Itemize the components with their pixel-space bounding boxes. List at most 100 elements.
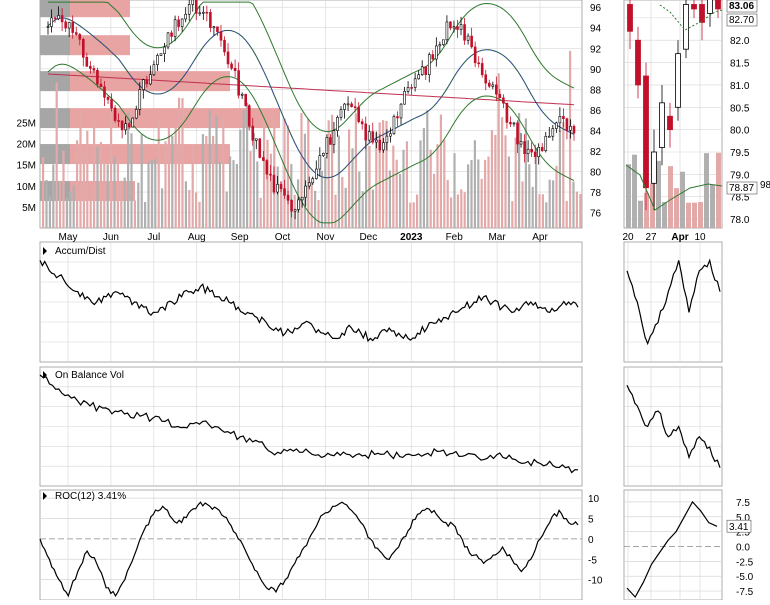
zoom-volume-bar	[668, 166, 673, 228]
zoom-volume-bar	[632, 154, 637, 228]
volume-bar	[266, 139, 269, 228]
candle-body	[290, 199, 293, 212]
volume-bar	[324, 156, 327, 228]
month-tick-label: Oct	[275, 232, 291, 243]
zoom-roc-tick-label: -5.0	[736, 572, 754, 583]
zoom-roc-tick-label: 7.5	[736, 498, 750, 509]
volume-bar	[341, 177, 344, 228]
candle-body	[286, 194, 290, 201]
volume-bar	[99, 142, 102, 228]
candle-body	[262, 157, 265, 161]
volume-bar	[344, 187, 347, 228]
volume-bar	[371, 189, 374, 228]
month-tick-label: Dec	[359, 232, 377, 243]
candle-body	[555, 122, 558, 129]
zoom-volume-bar	[638, 200, 643, 228]
volume-bar	[337, 135, 340, 228]
volume-bar	[86, 130, 89, 228]
volume-bar	[59, 180, 62, 228]
candle-body	[311, 178, 315, 184]
candle-body	[512, 122, 516, 125]
volume-bar	[538, 194, 541, 228]
candle-body	[180, 18, 184, 27]
volume-tick-label: 5M	[22, 203, 36, 214]
zoom-volume-bar	[716, 152, 721, 228]
volume-bar	[48, 195, 51, 228]
volume-bar	[161, 188, 164, 228]
zoom-price-tick-label: 79.0	[730, 170, 750, 181]
month-tick-label: Mar	[488, 232, 506, 243]
volume-bar	[300, 112, 303, 228]
panel-frame	[623, 489, 723, 601]
volume-bar	[419, 140, 422, 228]
volume-bar	[412, 202, 415, 228]
volume-bar	[528, 164, 531, 228]
candle-body	[427, 54, 431, 75]
candle-body	[279, 184, 283, 189]
candle-body	[202, 11, 205, 14]
zoom-candle-body	[675, 53, 681, 108]
month-tick-label: Sep	[231, 232, 249, 243]
candle-body	[336, 117, 339, 132]
volume-bar	[269, 153, 272, 228]
candle-body	[103, 86, 106, 98]
volume-bar	[429, 149, 432, 228]
candle-body	[399, 103, 403, 119]
candle-body	[78, 34, 82, 40]
volume-bar	[55, 82, 58, 228]
zoom-roc-tick-label: 0.0	[736, 542, 750, 553]
volume-bar	[348, 129, 351, 228]
candle-body	[533, 151, 537, 158]
volume-bar	[225, 191, 228, 228]
candle-body	[82, 38, 85, 58]
candle-body	[530, 148, 533, 153]
volume-bar	[276, 166, 279, 228]
zoom-date-label: 20	[622, 232, 634, 243]
candle-body	[502, 97, 505, 104]
volume-bar	[259, 197, 262, 228]
candle-body	[272, 174, 276, 193]
volume-bar	[422, 128, 425, 228]
volume-profile-down-bar	[70, 0, 130, 18]
volume-tick-label: 25M	[17, 118, 36, 129]
volume-bar	[246, 102, 249, 228]
candle-body	[367, 131, 371, 141]
candle-body	[247, 105, 251, 127]
volume-bar	[572, 181, 575, 228]
candle-body	[96, 69, 99, 85]
roc-tick-label: -5	[588, 555, 597, 566]
volume-bar	[552, 180, 555, 228]
candle-body	[385, 135, 389, 143]
candle-body	[562, 116, 565, 119]
volume-bar	[201, 134, 204, 228]
candle-body	[463, 24, 466, 41]
volume-bar	[120, 180, 123, 228]
accum-dist-title: Accum/Dist	[55, 246, 106, 257]
zoom-volume-bar	[626, 164, 631, 228]
month-tick-label: Jun	[103, 232, 119, 243]
candle-body	[452, 26, 456, 29]
volume-bar	[565, 200, 568, 228]
volume-bar	[106, 164, 109, 228]
price-tick-label: 92	[590, 44, 602, 55]
volume-bar	[89, 195, 92, 228]
candle-body	[547, 135, 551, 138]
zoom-roc-tick-label: 5.0	[736, 513, 750, 524]
candle-body	[142, 79, 145, 90]
candle-body	[237, 70, 240, 96]
month-tick-label: Aug	[188, 232, 206, 243]
candle-body	[456, 26, 459, 30]
zoom-price-tick-label: 81.5	[730, 59, 750, 70]
month-tick-label: May	[59, 232, 78, 243]
price-tick-label: 86	[590, 106, 602, 117]
bollinger-upper	[48, 1, 575, 133]
candle-body	[177, 19, 180, 27]
panel-frame	[39, 489, 583, 601]
volume-tick-label: 15M	[17, 161, 36, 172]
zoom-last-price-label: 83.06	[729, 1, 754, 12]
zoom-candle-body	[651, 151, 657, 184]
zoom-candle-body	[699, 4, 705, 23]
candle-body	[124, 123, 127, 131]
candle-body	[198, 12, 202, 15]
volume-bar	[171, 135, 174, 228]
